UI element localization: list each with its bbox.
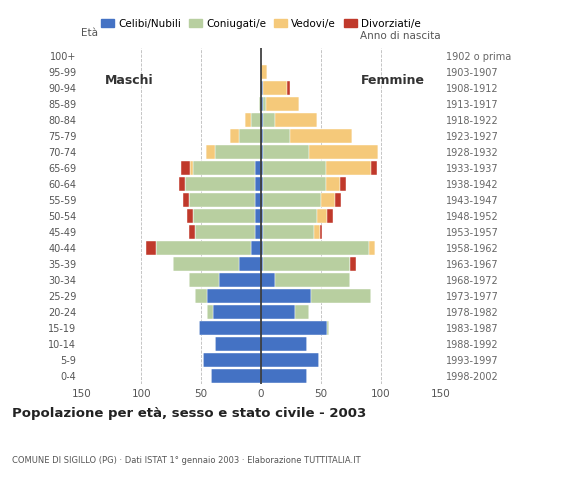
Bar xyxy=(263,226,314,239)
Bar xyxy=(261,97,263,110)
Bar xyxy=(261,145,263,158)
Bar xyxy=(263,113,276,127)
Text: COMUNE DI SIGILLO (PG) · Dati ISTAT 1° gennaio 2003 · Elaborazione TUTTITALIA.IT: COMUNE DI SIGILLO (PG) · Dati ISTAT 1° g… xyxy=(12,456,360,465)
Bar xyxy=(195,289,207,302)
Bar xyxy=(350,257,356,271)
Bar xyxy=(219,274,261,287)
Text: Femmine: Femmine xyxy=(361,74,425,87)
Bar xyxy=(255,226,261,239)
Bar xyxy=(261,226,263,239)
Bar xyxy=(369,241,375,254)
Bar xyxy=(263,145,309,158)
Bar xyxy=(295,305,309,319)
Bar xyxy=(314,226,320,239)
Bar xyxy=(263,82,287,95)
Bar xyxy=(255,193,261,206)
Bar xyxy=(326,178,340,191)
Bar xyxy=(187,209,193,223)
Bar xyxy=(340,178,346,191)
Bar xyxy=(193,209,255,223)
Bar xyxy=(181,161,190,175)
Bar xyxy=(213,305,261,319)
Bar xyxy=(311,289,371,302)
Bar xyxy=(240,130,261,143)
Bar xyxy=(206,145,215,158)
Bar xyxy=(287,82,290,95)
Bar xyxy=(261,322,327,335)
Bar xyxy=(321,193,335,206)
Bar xyxy=(211,370,261,383)
Bar xyxy=(320,226,322,239)
Text: Anno di nascita: Anno di nascita xyxy=(360,31,441,41)
Bar xyxy=(327,322,329,335)
Text: Maschi: Maschi xyxy=(105,74,154,87)
Bar xyxy=(255,161,261,175)
Bar xyxy=(326,161,371,175)
Bar xyxy=(251,113,261,127)
Bar xyxy=(261,337,307,350)
Bar xyxy=(261,65,267,79)
Bar xyxy=(189,226,195,239)
Bar xyxy=(261,257,263,271)
Bar xyxy=(261,130,263,143)
Bar xyxy=(266,97,299,110)
Bar xyxy=(255,178,261,191)
Bar xyxy=(255,209,261,223)
Bar xyxy=(263,241,369,254)
Text: Età: Età xyxy=(81,28,98,38)
Bar xyxy=(215,337,261,350)
Bar xyxy=(261,193,263,206)
Bar xyxy=(261,274,276,287)
Bar xyxy=(263,130,290,143)
Legend: Celibi/Nubili, Coniugati/e, Vedovi/e, Divorziati/e: Celibi/Nubili, Coniugati/e, Vedovi/e, Di… xyxy=(97,14,425,33)
Bar xyxy=(261,305,295,319)
Bar xyxy=(207,289,261,302)
Bar xyxy=(230,130,240,143)
Bar xyxy=(261,209,263,223)
Bar xyxy=(245,113,251,127)
Bar xyxy=(335,193,341,206)
Bar xyxy=(215,145,261,158)
Bar xyxy=(207,305,213,319)
Bar xyxy=(261,178,263,191)
Bar xyxy=(261,241,263,254)
Bar xyxy=(189,274,219,287)
Bar xyxy=(261,289,311,302)
Bar xyxy=(263,209,317,223)
Bar xyxy=(204,353,261,367)
Bar xyxy=(261,161,263,175)
Bar xyxy=(190,161,193,175)
Bar xyxy=(183,193,189,206)
Bar xyxy=(146,241,155,254)
Bar xyxy=(261,370,307,383)
Bar xyxy=(179,178,186,191)
Text: Popolazione per età, sesso e stato civile - 2003: Popolazione per età, sesso e stato civil… xyxy=(12,407,366,420)
Bar xyxy=(259,97,261,110)
Bar xyxy=(261,82,263,95)
Bar xyxy=(251,241,261,254)
Bar xyxy=(240,257,261,271)
Bar xyxy=(261,113,263,127)
Bar xyxy=(276,274,350,287)
Bar xyxy=(173,257,240,271)
Bar xyxy=(276,113,317,127)
Bar xyxy=(193,161,255,175)
Bar xyxy=(317,209,327,223)
Bar xyxy=(195,226,255,239)
Bar xyxy=(155,241,251,254)
Bar xyxy=(261,353,318,367)
Bar xyxy=(263,97,266,110)
Bar xyxy=(290,130,352,143)
Bar xyxy=(199,322,261,335)
Bar xyxy=(189,193,255,206)
Bar xyxy=(309,145,379,158)
Bar xyxy=(263,257,350,271)
Bar xyxy=(327,209,333,223)
Bar xyxy=(186,178,255,191)
Bar xyxy=(263,161,326,175)
Bar xyxy=(263,193,321,206)
Bar xyxy=(263,178,326,191)
Bar xyxy=(371,161,377,175)
